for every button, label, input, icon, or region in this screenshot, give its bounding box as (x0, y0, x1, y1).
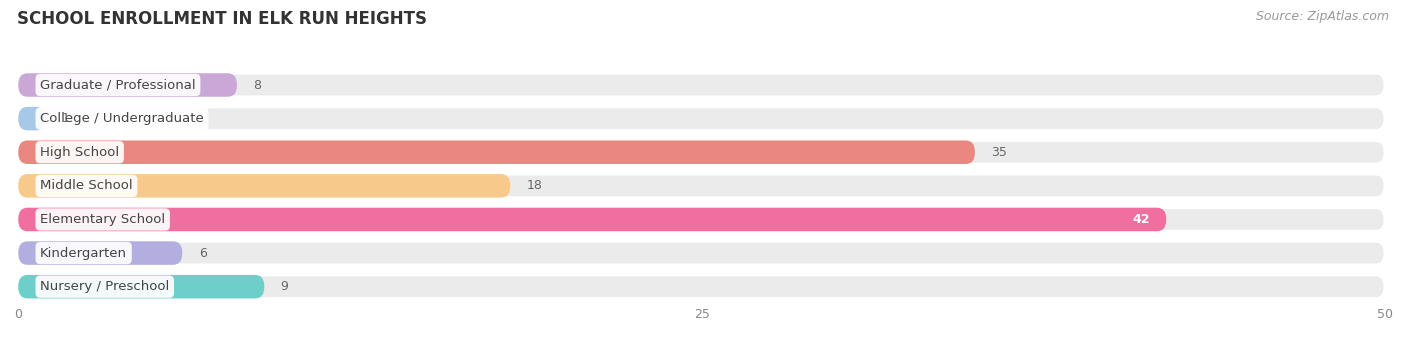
Text: High School: High School (41, 146, 120, 159)
Text: SCHOOL ENROLLMENT IN ELK RUN HEIGHTS: SCHOOL ENROLLMENT IN ELK RUN HEIGHTS (17, 10, 427, 28)
FancyBboxPatch shape (18, 140, 974, 164)
FancyBboxPatch shape (18, 174, 1385, 198)
Text: 9: 9 (281, 280, 288, 293)
FancyBboxPatch shape (18, 208, 1385, 231)
Text: Nursery / Preschool: Nursery / Preschool (41, 280, 169, 293)
FancyBboxPatch shape (18, 107, 45, 130)
Text: Source: ZipAtlas.com: Source: ZipAtlas.com (1256, 10, 1389, 23)
Text: College / Undergraduate: College / Undergraduate (41, 112, 204, 125)
FancyBboxPatch shape (18, 241, 183, 265)
FancyBboxPatch shape (18, 73, 238, 97)
Text: 1: 1 (62, 112, 70, 125)
FancyBboxPatch shape (18, 174, 510, 198)
FancyBboxPatch shape (18, 73, 1385, 97)
Text: 18: 18 (527, 179, 543, 192)
FancyBboxPatch shape (18, 275, 264, 298)
Text: Graduate / Professional: Graduate / Professional (41, 78, 195, 91)
Text: 6: 6 (198, 247, 207, 260)
Text: 35: 35 (991, 146, 1007, 159)
FancyBboxPatch shape (18, 241, 1385, 265)
Text: 8: 8 (253, 78, 262, 91)
Text: Kindergarten: Kindergarten (41, 247, 127, 260)
Text: 42: 42 (1132, 213, 1150, 226)
FancyBboxPatch shape (18, 275, 1385, 298)
Text: Middle School: Middle School (41, 179, 132, 192)
FancyBboxPatch shape (18, 140, 1385, 164)
FancyBboxPatch shape (18, 208, 1166, 231)
FancyBboxPatch shape (18, 107, 1385, 130)
Text: Elementary School: Elementary School (41, 213, 166, 226)
